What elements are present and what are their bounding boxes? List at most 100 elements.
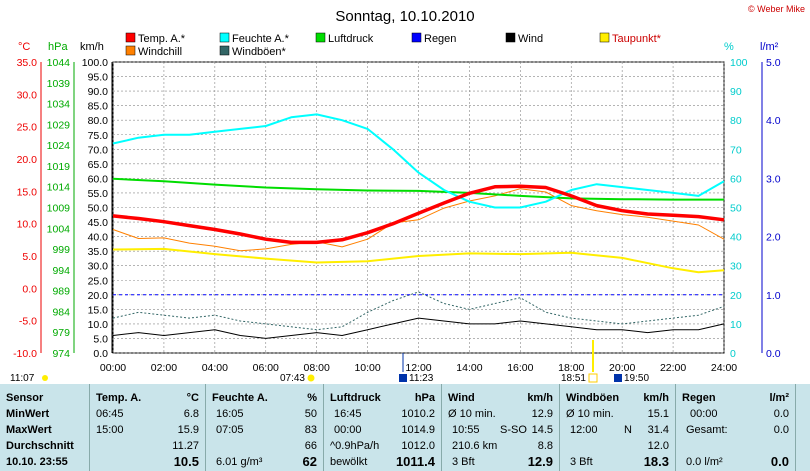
legend-label: Wind (518, 33, 543, 45)
wind-max-dir: S-SO (500, 424, 527, 436)
rain-time: 00:00 (690, 408, 718, 420)
temp-avg-value: 11.27 (172, 440, 199, 452)
wind-unit: km/h (527, 392, 553, 404)
weather-chart: Sonntag, 10.10.2010 © Weber Mike Temp. A… (10, 4, 805, 384)
gust-avg-value: 15.1 (647, 408, 669, 420)
press-tick-label: 1009 (47, 203, 71, 215)
rain-tick-label: 1.0 (766, 290, 781, 302)
gust-max-value: 31.4 (647, 424, 669, 436)
hum-tick-label: 50 (730, 203, 742, 215)
press-tick-label: 979 (52, 327, 70, 339)
press-tick-label: 989 (52, 286, 70, 298)
press-weather-text: bewölkt (330, 456, 368, 468)
press-min-time: 16:45 (334, 408, 362, 420)
hum-max-value: 83 (304, 424, 317, 436)
press-unit: hPa (414, 392, 435, 404)
temp-max-value: 15.9 (177, 424, 199, 436)
press-header: Luftdruck (330, 392, 381, 404)
series-line (112, 188, 725, 252)
sunset-icon (588, 373, 598, 383)
temp-tick-label: -5.0 (19, 316, 37, 328)
series-group (112, 113, 725, 339)
wind-distance: 210.6 km (452, 440, 498, 452)
stats-min-label: MinWert (6, 408, 50, 420)
x-tick-label: 14:00 (456, 362, 482, 374)
x-tick-label: 06:00 (253, 362, 279, 374)
hum-tick-label: 20 (730, 290, 742, 302)
press-tick-label: 1014 (47, 182, 71, 194)
legend-swatch (125, 45, 136, 56)
gust-bft: 3 Bft (570, 456, 593, 468)
stats-now-label: 10.10. 23:55 (6, 456, 68, 468)
wind-max-value: 14.5 (531, 424, 553, 436)
press-min-value: 1010.2 (401, 408, 435, 420)
wind-tick-label: 30.0 (88, 261, 109, 273)
hum-tick-label: 40 (730, 232, 742, 244)
stats-avg-label: Durchschnitt (6, 440, 74, 452)
press-tick-label: 994 (52, 265, 70, 277)
legend-label: Windböen* (232, 46, 287, 58)
x-tick-label: 02:00 (151, 362, 177, 374)
sun-icon (307, 374, 315, 382)
rain-tick-label: 5.0 (766, 57, 781, 69)
temp-tick-label: 10.0 (17, 219, 38, 231)
legend-label: Luftdruck (328, 33, 374, 45)
wind-tick-label: 95.0 (88, 72, 109, 84)
wind-tick-label: 40.0 (88, 232, 109, 244)
wind-tick-label: 75.0 (88, 130, 109, 142)
legend-label: Windchill (138, 46, 182, 58)
temp-tick-label: 20.0 (17, 154, 38, 166)
series-line (112, 291, 725, 331)
rain-tick-label: 2.0 (766, 232, 781, 244)
temp-now-value: 10.5 (173, 454, 199, 469)
temp-unit: °C (186, 392, 199, 404)
gust-mean-value: 12.0 (647, 440, 669, 452)
legend-label: Temp. A.* (138, 33, 186, 45)
stats-col-wind: Wind km/h Ø 10 min. 12.9 10:55 S-SO 14.5… (442, 384, 560, 471)
hum-min-time: 16:05 (216, 408, 244, 420)
temp-tick-label: 15.0 (17, 186, 38, 198)
rain-header: Regen (682, 392, 716, 404)
x-tick-label: 12:00 (405, 362, 431, 374)
stats-max-label: MaxWert (6, 424, 52, 436)
rain-now-label: 0.0 l/m² (686, 456, 723, 468)
x-tick-label: 20:00 (609, 362, 635, 374)
series-line (112, 113, 725, 209)
press-tick-label: 974 (52, 348, 70, 360)
gust-now-value: 18.3 (643, 454, 669, 469)
event-label: 11:23 (409, 373, 434, 384)
hum-tick-label: 0 (730, 348, 736, 360)
press-max-value: 1014.9 (401, 424, 435, 436)
rain-tick-label: 3.0 (766, 173, 781, 185)
stats-col-sensor: Sensor MinWert MaxWert Durchschnitt 10.1… (0, 384, 90, 471)
hum-tick-label: 90 (730, 86, 742, 98)
chart-title: Sonntag, 10.10.2010 (335, 8, 474, 25)
wind-header: Wind (448, 392, 475, 404)
wind-tick-label: 20.0 (88, 290, 109, 302)
press-unit-label: hPa (48, 41, 68, 53)
wind-tick-label: 55.0 (88, 188, 109, 200)
temp-min-value: 6.8 (183, 408, 199, 420)
rain-value: 0.0 (773, 408, 789, 420)
wind-tick-label: 10.0 (88, 319, 109, 331)
hum-max-time: 07:05 (216, 424, 244, 436)
wind-tick-label: 25.0 (88, 275, 109, 287)
temp-max-time: 15:00 (96, 424, 124, 436)
temp-tick-label: 0.0 (22, 283, 37, 295)
press-tick-label: 1034 (47, 99, 71, 111)
stats-panel: Sensor MinWert MaxWert Durchschnitt 10.1… (0, 384, 810, 471)
press-tick-label: 1024 (47, 140, 71, 152)
wind-tick-label: 80.0 (88, 115, 109, 127)
press-tick-label: 1039 (47, 78, 71, 90)
temp-min-time: 06:45 (96, 408, 124, 420)
press-tick-label: 999 (52, 244, 70, 256)
rain-total-label: Gesamt: (686, 424, 728, 436)
x-tick-label: 10:00 (354, 362, 380, 374)
moon-icon (399, 374, 407, 382)
temp-header: Temp. A. (96, 392, 142, 404)
gust-max-time: 12:00 (570, 424, 598, 436)
series-line (112, 317, 725, 339)
press-trend: ^0.9hPa/h (330, 440, 380, 452)
temp-tick-label: 25.0 (17, 122, 38, 134)
x-tick-label: 18:00 (558, 362, 584, 374)
